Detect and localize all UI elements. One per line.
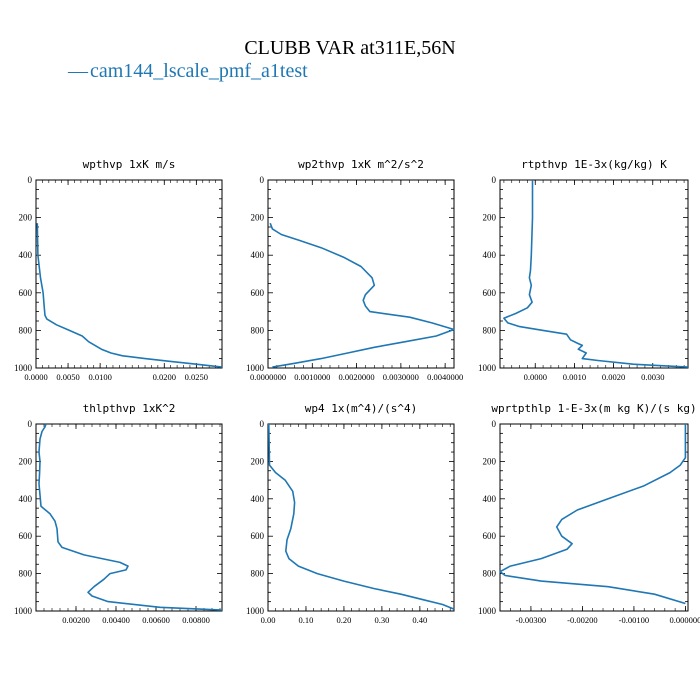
y-tick-label: 0 — [260, 419, 265, 429]
plot-frame — [35, 423, 223, 612]
panel-title: wprtpthlp 1-E-3x(m kg K)/(s kg) — [491, 402, 696, 415]
panel-3: rtpthvp 1E-3x(kg/kg) K 0 200 400 600 800 1000 0… — [478, 158, 689, 382]
y-tick-label: 200 — [251, 456, 265, 466]
x-tick-label: -0.00200 — [567, 615, 597, 625]
y-tick-label: 1000 — [478, 606, 497, 616]
figure-title: CLUBB VAR at311E,56N — [244, 37, 455, 59]
legend-glyph: — — [67, 60, 89, 82]
y-tick-label: 0 — [492, 175, 497, 185]
x-tick-label: -0.00300 — [516, 615, 546, 625]
y-tick-label: 600 — [19, 531, 33, 541]
plot-frame — [267, 423, 455, 612]
y-tick-label: 600 — [251, 531, 265, 541]
profile-line — [499, 424, 687, 605]
plot-frame — [499, 179, 689, 369]
x-tick-label: 0.0030000 — [383, 372, 419, 382]
x-tick-label: 0.0250 — [185, 372, 208, 382]
x-tick-label: 0.10 — [299, 615, 314, 625]
panel-2: wp2thvp 1xK m^2/s^2020040060080010000.00… — [246, 158, 463, 382]
plot-frame — [499, 423, 689, 612]
y-tick-label: 800 — [483, 569, 497, 579]
panel-1: wpthvp 1xK m/s 0 200 400 600 800 10000.0000 0.0… — [14, 158, 223, 382]
profile-line — [503, 180, 689, 368]
y-tick-label: 200 — [483, 456, 497, 466]
y-tick-label: 1000 — [478, 363, 497, 373]
x-tick-label: 0.00800 — [182, 615, 210, 625]
x-tick-label: 0.00400 — [102, 615, 130, 625]
y-tick-label: 800 — [251, 569, 265, 579]
y-tick-label: 200 — [483, 213, 497, 223]
y-tick-label: 0 — [260, 175, 265, 185]
x-tick-label: 0.0000000 — [250, 372, 286, 382]
y-tick-label: 1000 — [14, 363, 33, 373]
y-tick-label: 400 — [251, 250, 265, 260]
panel-4: thlpthvp 1xK^2 0 200 400 600 800 1000 0.00200 0.… — [14, 402, 223, 625]
x-tick-label: -0.00100 — [619, 615, 649, 625]
x-tick-label: 0.000000 — [669, 615, 700, 625]
y-tick-label: 800 — [19, 325, 33, 335]
y-tick-label: 400 — [251, 494, 265, 504]
profile-line — [38, 423, 223, 611]
y-tick-label: 0 — [492, 419, 497, 429]
panel-title: rtpthvp 1E-3x(kg/kg) K — [521, 158, 667, 171]
profile-line — [268, 423, 455, 610]
y-tick-label: 800 — [19, 569, 33, 579]
y-tick-label: 600 — [251, 288, 265, 298]
y-tick-label: 200 — [19, 213, 33, 223]
x-tick-label: 0.0000 — [24, 372, 47, 382]
y-tick-label: 400 — [19, 494, 33, 504]
x-tick-label: 0.0020 — [602, 372, 625, 382]
panel-title: wpthvp 1xK m/s — [83, 158, 176, 171]
legend-label: cam144_lscale_pmf_a1test — [90, 60, 308, 82]
x-tick-label: 0.40 — [412, 615, 427, 625]
y-tick-label: 200 — [19, 456, 33, 466]
y-tick-label: 0 — [28, 419, 33, 429]
y-tick-label: 400 — [19, 250, 33, 260]
x-tick-label: 0.0100 — [88, 372, 111, 382]
panel-6: wprtpthlp 1-E-3x(m kg K)/(s kg) 0 200 400 60… — [478, 402, 700, 625]
y-tick-label: 600 — [19, 288, 33, 298]
panel-5: wp4 1x(m^4)/(s^4) 0 200 400 600 800 10000.00 0.… — [246, 402, 455, 625]
profile-line — [36, 223, 223, 368]
y-tick-label: 600 — [483, 288, 497, 298]
panel-title: wp2thvp 1xK m^2/s^2 — [298, 158, 424, 171]
y-tick-label: 1000 — [14, 606, 33, 616]
plot-frame — [35, 179, 223, 369]
y-tick-label: 400 — [483, 250, 497, 260]
x-tick-label: 0.0050 — [56, 372, 79, 382]
profile-line — [269, 222, 455, 368]
plot-frame — [267, 179, 455, 369]
y-tick-label: 200 — [251, 213, 265, 223]
x-tick-label: 0.0000 — [524, 372, 547, 382]
panel-title: thlpthvp 1xK^2 — [83, 402, 176, 415]
panel-title: wp4 1x(m^4)/(s^4) — [305, 402, 418, 415]
x-tick-label: 0.00600 — [142, 615, 170, 625]
x-tick-label: 0.0200 — [153, 372, 176, 382]
x-tick-label: 0.0010000 — [294, 372, 330, 382]
x-tick-label: 0.00 — [261, 615, 276, 625]
x-tick-label: 0.00200 — [62, 615, 90, 625]
y-tick-label: 800 — [483, 325, 497, 335]
x-tick-label: 0.0030 — [641, 372, 664, 382]
y-tick-label: 0 — [28, 175, 33, 185]
x-tick-label: 0.30 — [374, 615, 389, 625]
x-tick-label: 0.0040000 — [427, 372, 463, 382]
x-tick-label: 0.0020000 — [339, 372, 375, 382]
y-tick-label: 1000 — [246, 606, 265, 616]
y-tick-label: 400 — [483, 494, 497, 504]
y-tick-label: 600 — [483, 531, 497, 541]
y-tick-label: 1000 — [246, 363, 265, 373]
x-tick-label: 0.20 — [336, 615, 351, 625]
x-tick-label: 0.0010 — [563, 372, 586, 382]
y-tick-label: 800 — [251, 325, 265, 335]
